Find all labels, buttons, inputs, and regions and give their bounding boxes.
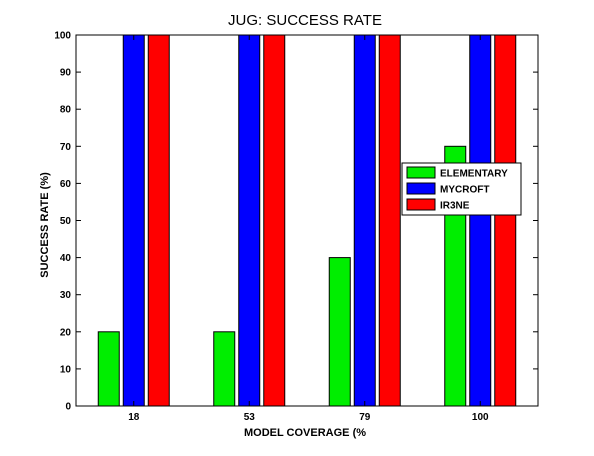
bar-ir3ne-18 [147, 34, 170, 407]
x-tick-label-79: 79 [359, 412, 371, 423]
legend-label-ir3ne: IR3NE [440, 201, 470, 212]
y-tick-label-40: 40 [60, 253, 72, 264]
bar-mycroft-79 [353, 34, 376, 407]
bar-mycroft-18 [122, 34, 145, 407]
y-tick-label-0: 0 [65, 402, 71, 413]
x-tick-label-18: 18 [128, 412, 140, 423]
bar-ir3ne-53 [263, 34, 286, 407]
legend-label-elementary: ELEMENTARY [440, 169, 508, 180]
bar-elementary-79 [328, 257, 351, 407]
y-tick-label-100: 100 [54, 31, 71, 42]
y-tick-label-30: 30 [60, 290, 72, 301]
legend-label-mycroft: MYCROFT [440, 185, 489, 196]
y-tick-label-10: 10 [60, 364, 72, 375]
bar-elementary-18 [97, 331, 120, 407]
y-tick-label-90: 90 [60, 68, 72, 79]
x-tick-label-53: 53 [244, 412, 256, 423]
y-tick-label-60: 60 [60, 179, 72, 190]
legend-swatch-elementary [406, 166, 436, 179]
x-axis-title: MODEL COVERAGE (% [244, 427, 366, 439]
legend: ELEMENTARY MYCROFT IR3NE [401, 162, 522, 216]
bar-ir3ne-79 [378, 34, 401, 407]
chart-title: JUG: SUCCESS RATE [228, 12, 382, 29]
bar-mycroft-53 [238, 34, 261, 407]
bars-group [97, 34, 517, 407]
axes-group [75, 34, 539, 407]
y-axis-title: SUCCESS RATE (%) [39, 172, 51, 278]
plot-frame [75, 34, 539, 407]
y-tick-label-20: 20 [60, 327, 72, 338]
ticks-group: 0 10 20 30 40 50 60 70 80 90 100 18 53 79 100 [54, 31, 538, 423]
bar-mycroft-100 [469, 34, 492, 407]
legend-swatch-ir3ne [406, 198, 436, 211]
legend-swatch-mycroft [406, 182, 436, 195]
y-tick-label-50: 50 [60, 216, 72, 227]
y-tick-label-70: 70 [60, 142, 72, 153]
bar-ir3ne-100 [494, 34, 517, 407]
x-tick-label-100: 100 [472, 412, 489, 423]
bar-elementary-53 [213, 331, 236, 407]
y-tick-label-80: 80 [60, 105, 72, 116]
